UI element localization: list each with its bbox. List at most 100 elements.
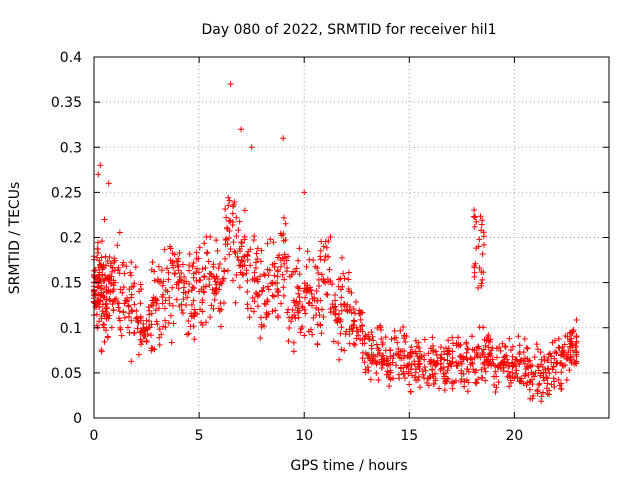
data-point (135, 351, 142, 358)
data-point (97, 297, 104, 304)
data-point (382, 334, 389, 341)
data-point (537, 349, 544, 356)
y-tick-label: 0.4 (60, 50, 82, 66)
data-point (176, 249, 183, 256)
data-point (193, 249, 200, 256)
data-point (244, 252, 251, 259)
data-point (95, 272, 102, 279)
data-point (550, 363, 557, 370)
data-point (513, 356, 520, 363)
data-point (161, 246, 168, 253)
data-point (99, 271, 106, 278)
data-point (400, 324, 407, 331)
data-point (226, 251, 233, 258)
data-point (285, 338, 292, 345)
data-point (513, 367, 520, 374)
data-point (350, 340, 357, 347)
data-point (368, 329, 375, 336)
data-point (296, 271, 303, 278)
data-point (304, 248, 311, 255)
data-point (540, 374, 547, 381)
data-point (175, 255, 182, 262)
data-point (139, 329, 146, 336)
data-point (156, 326, 163, 333)
data-point (115, 300, 122, 307)
data-point (421, 364, 428, 371)
data-point (160, 291, 167, 298)
data-point (100, 293, 107, 300)
data-point (191, 336, 198, 343)
data-point (540, 389, 547, 396)
data-point (167, 243, 174, 250)
data-point (239, 271, 246, 278)
data-point (414, 377, 421, 384)
data-point (260, 284, 267, 291)
data-point (564, 333, 571, 340)
data-point (162, 287, 169, 294)
data-point (123, 263, 130, 270)
data-point (137, 313, 144, 320)
data-point (432, 370, 439, 377)
data-point (162, 297, 169, 304)
data-point (430, 347, 437, 354)
data-point (386, 374, 393, 381)
data-point (173, 296, 180, 303)
data-point (350, 306, 357, 313)
data-point (109, 301, 116, 308)
data-point (335, 339, 342, 346)
data-point (552, 369, 559, 376)
data-point (337, 318, 344, 325)
data-point (458, 354, 465, 361)
data-point (516, 361, 523, 368)
data-point (573, 333, 580, 340)
data-point (143, 317, 150, 324)
data-point (269, 261, 276, 268)
data-point (119, 289, 126, 296)
data-point (116, 229, 123, 236)
x-tick-label: 15 (400, 428, 418, 444)
data-point (100, 310, 107, 317)
data-point (471, 354, 478, 361)
data-point (426, 374, 433, 381)
y-tick-label: 0.3 (60, 140, 82, 156)
data-point (529, 395, 536, 402)
data-point (205, 258, 212, 265)
data-point (184, 294, 191, 301)
data-point (502, 343, 509, 350)
data-point (523, 344, 530, 351)
data-point (476, 264, 483, 271)
data-point (351, 342, 358, 349)
data-point (166, 294, 173, 301)
data-point (387, 346, 394, 353)
data-point (203, 250, 210, 257)
data-point (444, 351, 451, 358)
data-point (111, 259, 118, 266)
data-point (558, 380, 565, 387)
data-point (190, 297, 197, 304)
data-point (506, 383, 513, 390)
data-point (329, 301, 336, 308)
data-point (117, 286, 124, 293)
data-point (318, 330, 325, 337)
data-point (421, 375, 428, 382)
data-point (102, 301, 109, 308)
data-point (185, 288, 192, 295)
data-point (421, 352, 428, 359)
data-point (542, 366, 549, 373)
data-point (119, 261, 126, 268)
data-point (547, 352, 554, 359)
data-point (193, 269, 200, 276)
data-point (151, 346, 158, 353)
data-point (218, 280, 225, 287)
data-point (464, 345, 471, 352)
data-point (517, 378, 524, 385)
data-point (197, 277, 204, 284)
data-point (124, 296, 131, 303)
data-point (241, 207, 248, 214)
data-point (235, 227, 242, 234)
data-point (487, 352, 494, 359)
data-point (214, 247, 221, 254)
data-point (552, 349, 559, 356)
data-point (436, 385, 443, 392)
data-point (365, 354, 372, 361)
